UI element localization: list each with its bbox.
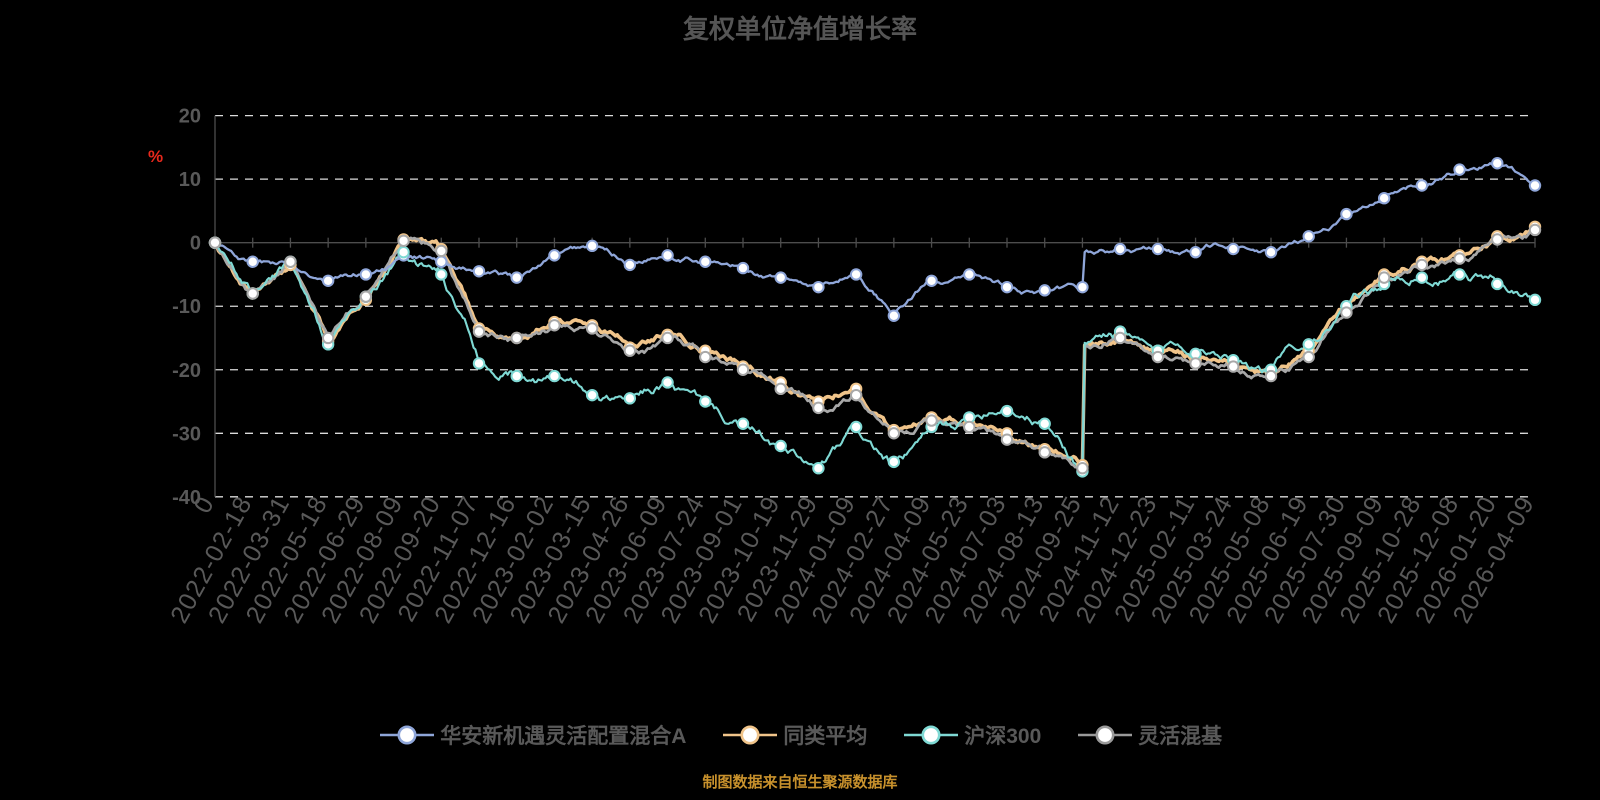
svg-text:-10: -10 — [172, 296, 201, 318]
svg-text:-20: -20 — [172, 360, 201, 382]
svg-text:10: 10 — [179, 169, 201, 191]
svg-text:0: 0 — [190, 233, 201, 255]
svg-text:20: 20 — [179, 106, 201, 128]
svg-text:-30: -30 — [172, 423, 201, 445]
